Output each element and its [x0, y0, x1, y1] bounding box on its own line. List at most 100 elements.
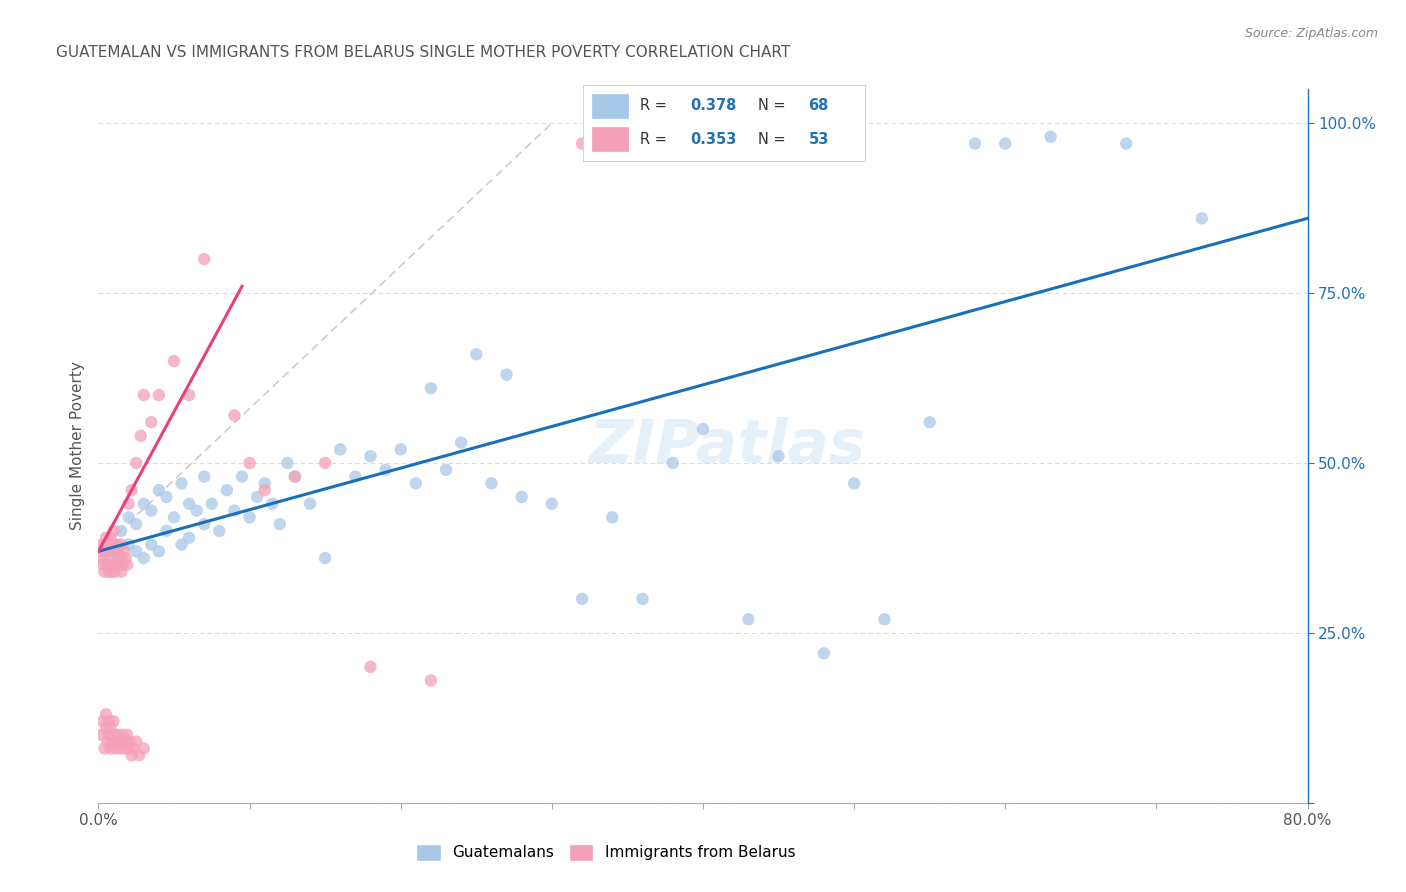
Point	[111, 728, 134, 742]
Point	[434, 463, 457, 477]
Text: GUATEMALAN VS IMMIGRANTS FROM BELARUS SINGLE MOTHER POVERTY CORRELATION CHART: GUATEMALAN VS IMMIGRANTS FROM BELARUS SI…	[56, 45, 790, 60]
Point	[125, 544, 148, 558]
Point	[179, 497, 201, 511]
Point	[253, 483, 276, 498]
Point	[170, 537, 193, 551]
Point	[103, 537, 125, 551]
Point	[224, 409, 246, 423]
Point	[94, 558, 117, 572]
Point	[231, 469, 253, 483]
Point	[103, 524, 125, 538]
Point	[132, 497, 155, 511]
Point	[481, 476, 503, 491]
Point	[155, 524, 177, 538]
Point	[125, 517, 148, 532]
Legend: Guatemalans, Immigrants from Belarus: Guatemalans, Immigrants from Belarus	[411, 838, 801, 866]
Point	[125, 734, 148, 748]
Point	[262, 497, 284, 511]
Point	[94, 544, 117, 558]
Point	[994, 136, 1017, 151]
Point	[100, 531, 122, 545]
Point	[112, 741, 135, 756]
FancyBboxPatch shape	[592, 94, 628, 118]
Point	[405, 476, 427, 491]
Point	[120, 734, 142, 748]
Point	[129, 429, 152, 443]
Text: N =: N =	[758, 98, 790, 113]
Point	[100, 544, 122, 558]
Point	[873, 612, 896, 626]
Point	[100, 558, 122, 572]
Point	[246, 490, 269, 504]
Point	[103, 714, 125, 729]
Point	[105, 734, 128, 748]
Point	[631, 591, 654, 606]
Point	[98, 728, 121, 742]
Text: 0.353: 0.353	[690, 132, 737, 147]
Point	[314, 551, 336, 566]
Point	[93, 565, 115, 579]
Point	[768, 449, 790, 463]
FancyBboxPatch shape	[592, 128, 628, 152]
Point	[163, 510, 186, 524]
Point	[108, 741, 131, 756]
Point	[103, 728, 125, 742]
Point	[163, 354, 186, 368]
Point	[179, 531, 201, 545]
Point	[602, 510, 624, 524]
Point	[510, 490, 533, 504]
Point	[101, 565, 124, 579]
Point	[193, 252, 215, 266]
Point	[737, 612, 759, 626]
Point	[94, 531, 117, 545]
Point	[105, 558, 128, 572]
Point	[111, 558, 134, 572]
Point	[110, 565, 132, 579]
Point	[215, 483, 238, 498]
Text: ZIPatlas: ZIPatlas	[589, 417, 866, 475]
Point	[98, 714, 121, 729]
Point	[374, 463, 396, 477]
Point	[450, 435, 472, 450]
Point	[112, 544, 135, 558]
Point	[389, 442, 412, 457]
Point	[110, 551, 132, 566]
Point	[813, 646, 835, 660]
Point	[239, 510, 262, 524]
Point	[141, 537, 163, 551]
Point	[96, 734, 118, 748]
Point	[118, 537, 141, 551]
Point	[125, 456, 148, 470]
Point	[571, 136, 593, 151]
Point	[93, 741, 115, 756]
Point	[360, 449, 382, 463]
Text: 53: 53	[808, 132, 828, 147]
Point	[104, 741, 127, 756]
Point	[420, 673, 443, 688]
Point	[662, 456, 685, 470]
Point	[284, 469, 307, 483]
Point	[91, 714, 114, 729]
Point	[141, 415, 163, 429]
Point	[269, 517, 291, 532]
Point	[495, 368, 517, 382]
Point	[103, 537, 125, 551]
Point	[114, 734, 136, 748]
Text: Source: ZipAtlas.com: Source: ZipAtlas.com	[1244, 27, 1378, 40]
Point	[91, 558, 114, 572]
Point	[96, 537, 118, 551]
Point	[155, 490, 177, 504]
Point	[253, 476, 276, 491]
Point	[132, 741, 155, 756]
Point	[98, 565, 121, 579]
Point	[107, 544, 129, 558]
Text: R =: R =	[640, 132, 671, 147]
Point	[1039, 129, 1062, 144]
Point	[110, 537, 132, 551]
Point	[360, 660, 382, 674]
Point	[465, 347, 488, 361]
Point	[186, 503, 208, 517]
Point	[90, 537, 112, 551]
Point	[344, 469, 367, 483]
Point	[224, 503, 246, 517]
